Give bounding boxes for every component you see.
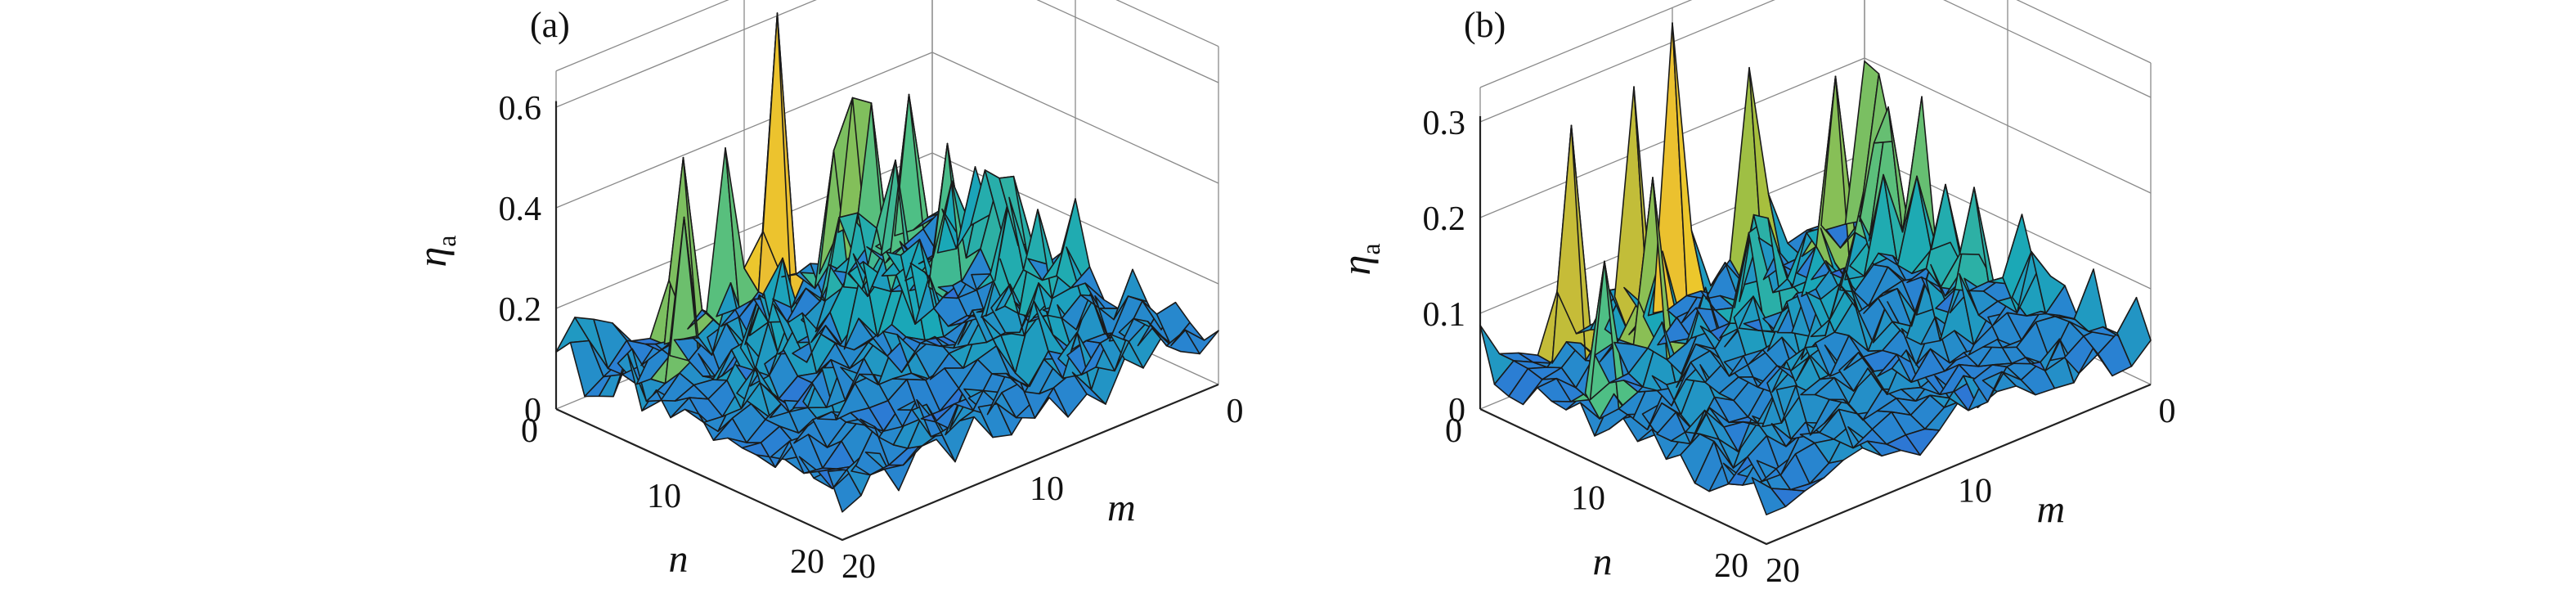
- surface-svg: (b) 0 0.1 0.2 0.3 ηa 0 10 20 20 10 0 n m: [1333, 0, 2176, 590]
- panel-label: (b): [1464, 5, 1506, 45]
- floor-edge: [555, 383, 1219, 542]
- m-tick-label: 20: [841, 548, 876, 586]
- z-tick-label: 0: [524, 392, 541, 429]
- axis-text: (a) 0 0.2 0.4 0.6 ηa 0 10 20 20 10 0 n m: [409, 5, 1244, 586]
- z-tick-label: 0.2: [499, 291, 542, 329]
- z-tick-label: 0: [1448, 392, 1465, 429]
- z-gridline: [1479, 57, 2152, 218]
- surface-svg: (a) 0 0.2 0.4 0.6 ηa 0 10 20 20 10 0 n m: [409, 0, 1244, 586]
- n-tick-label: 10: [647, 478, 681, 515]
- top-frame: [555, 0, 1219, 72]
- m-axis-label: m: [1107, 487, 1136, 530]
- n-axis-label: n: [1593, 540, 1613, 583]
- surface-patch: [1184, 329, 1219, 355]
- z-gridline: [1479, 0, 2152, 123]
- svg-text:ηa: ηa: [1333, 243, 1385, 275]
- z-tick-label: 0.3: [1423, 105, 1466, 142]
- n-tick-label: 0: [1445, 412, 1462, 450]
- surface-plot-a: (a) 0 0.2 0.4 0.6 ηa 0 10 20 20 10 0 n m: [409, 0, 1244, 586]
- surface-mesh: [1479, 22, 2152, 516]
- z-tick-label: 0.4: [499, 191, 542, 228]
- z-axis-label: ηa: [1333, 243, 1385, 275]
- m-tick-label: 20: [1766, 552, 1800, 590]
- z-axis-label: ηa: [409, 236, 461, 268]
- z-tick-label: 0.2: [1423, 200, 1466, 238]
- z-gridline: [555, 0, 1219, 108]
- surface-plot-b: (b) 0 0.1 0.2 0.3 ηa 0 10 20 20 10 0 n m: [1288, 0, 2576, 598]
- svg-text:ηa: ηa: [409, 236, 461, 268]
- m-tick-label: 10: [1030, 470, 1064, 508]
- n-tick-label: 20: [1714, 547, 1748, 585]
- surface-patch: [2116, 296, 2152, 367]
- axis-text: (b) 0 0.1 0.2 0.3 ηa 0 10 20 20 10 0 n m: [1333, 5, 2176, 590]
- z-gridline: [555, 52, 1219, 209]
- z-tick-label: 0.1: [1423, 296, 1466, 334]
- floor-edge: [1479, 383, 2152, 546]
- n-tick-label: 20: [790, 543, 824, 581]
- m-tick-label: 0: [2159, 393, 2176, 430]
- surface-mesh: [555, 12, 1219, 513]
- panel-label: (a): [530, 5, 570, 45]
- z-tick-label: 0.6: [499, 90, 542, 128]
- n-tick-label: 10: [1571, 480, 1605, 518]
- m-tick-label: 0: [1227, 393, 1244, 430]
- n-axis-label: n: [669, 537, 689, 581]
- n-tick-label: 0: [521, 412, 538, 450]
- m-axis-label: m: [2037, 488, 2066, 531]
- top-frame: [1479, 0, 2152, 88]
- m-tick-label: 10: [1958, 473, 1992, 510]
